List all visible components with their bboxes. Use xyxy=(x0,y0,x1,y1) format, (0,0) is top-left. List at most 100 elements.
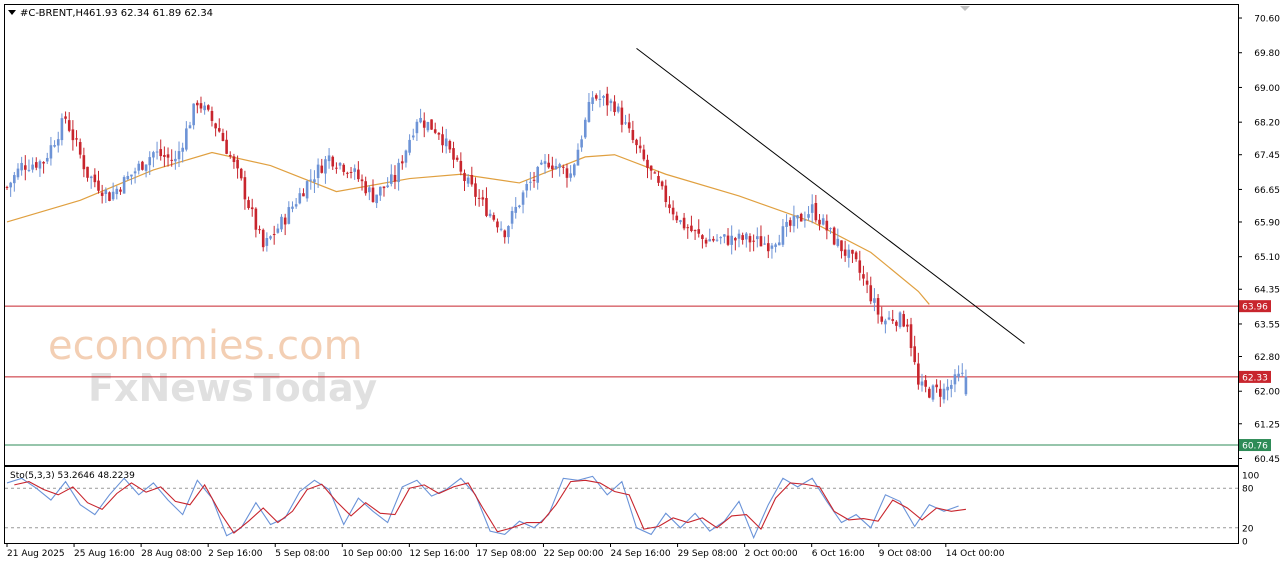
price-tick-label: 60.45 xyxy=(1254,455,1280,465)
candle-body xyxy=(360,179,364,182)
candle-body xyxy=(415,121,419,134)
candle-body xyxy=(554,166,558,169)
candle-body xyxy=(653,172,657,174)
candle-body xyxy=(474,183,477,197)
candle-body xyxy=(126,175,130,180)
candle-body xyxy=(810,204,814,213)
candle-body xyxy=(313,179,316,183)
candle-body xyxy=(327,155,331,162)
time-tick-label: 2 Sep 16:00 xyxy=(208,549,263,559)
candle-body xyxy=(364,181,367,194)
candle-body xyxy=(371,187,375,202)
candle-body xyxy=(558,164,561,168)
candle-body xyxy=(31,164,34,170)
candle-body xyxy=(536,166,539,183)
candle-body xyxy=(763,243,766,245)
candle-body xyxy=(214,123,217,129)
candle-body xyxy=(228,155,232,157)
candle-body xyxy=(704,239,708,244)
candle-body xyxy=(858,260,862,273)
candle-body xyxy=(840,240,843,252)
candle-body xyxy=(708,239,712,242)
stochastic-title: Sto(5,3,3) 53.2646 48.2239 xyxy=(10,471,135,481)
candle-body xyxy=(507,226,510,238)
candle-body xyxy=(821,218,825,225)
price-panel-frame xyxy=(4,4,1239,466)
candle-body xyxy=(642,149,646,160)
time-tick-label: 21 Aug 2025 xyxy=(7,549,65,559)
candle-body xyxy=(939,388,942,397)
candle-body xyxy=(419,117,422,123)
candle-body xyxy=(239,168,243,179)
candle-body xyxy=(261,229,265,248)
candle-body xyxy=(847,249,851,258)
candle-body xyxy=(338,162,342,166)
candle-body xyxy=(199,103,203,109)
candle-body xyxy=(16,168,20,178)
candle-body xyxy=(441,134,444,146)
time-tick-label: 25 Aug 16:00 xyxy=(74,549,135,559)
stochastic-main-line xyxy=(6,475,959,540)
candle-body xyxy=(492,215,496,220)
price-tick-label: 62.00 xyxy=(1254,388,1280,398)
candle-body xyxy=(67,120,71,131)
level-price-tag xyxy=(1239,300,1271,313)
candle-body xyxy=(591,97,594,104)
candle-body xyxy=(335,167,338,169)
candle-body xyxy=(547,162,550,168)
candle-body xyxy=(605,93,609,106)
candle-body xyxy=(635,139,638,146)
candle-body xyxy=(324,159,327,174)
candle-body xyxy=(272,234,276,236)
candle-body xyxy=(71,129,75,141)
candle-body xyxy=(609,100,613,104)
candle-body xyxy=(957,373,960,377)
candle-body xyxy=(203,105,206,111)
candle-body xyxy=(909,324,913,349)
candle-body xyxy=(569,173,572,178)
candle-body xyxy=(829,228,832,230)
candle-body xyxy=(170,159,173,161)
candle-body xyxy=(210,110,214,121)
candle-body xyxy=(587,101,591,122)
trendline[interactable] xyxy=(636,47,1025,344)
candle-body xyxy=(679,220,682,223)
candle-body xyxy=(935,384,938,388)
candle-body xyxy=(196,102,199,106)
candle-body xyxy=(9,182,12,188)
candle-body xyxy=(788,220,792,226)
candle-body xyxy=(580,139,583,148)
candle-body xyxy=(946,386,949,391)
candle-body xyxy=(682,217,686,229)
ohlc-readout: 61.93 62.34 61.89 62.34 xyxy=(89,8,213,19)
candle-body xyxy=(657,176,660,183)
candle-body xyxy=(82,155,86,170)
candle-body xyxy=(225,139,228,154)
candle-body xyxy=(690,225,693,231)
candle-body xyxy=(53,145,56,147)
candle-body xyxy=(130,174,133,177)
candle-body xyxy=(573,164,576,176)
candle-body xyxy=(49,145,53,159)
price-tick-label: 67.45 xyxy=(1254,151,1280,161)
price-tick-label: 65.90 xyxy=(1254,218,1280,228)
candle-body xyxy=(302,193,305,197)
candle-body xyxy=(551,165,554,170)
candle-body xyxy=(693,230,697,232)
candle-body xyxy=(543,161,547,164)
candle-body xyxy=(624,122,627,124)
candle-body xyxy=(540,162,543,165)
scroll-marker-icon[interactable] xyxy=(960,6,970,11)
candle-body xyxy=(122,177,126,194)
symbol-label: #C-BRENT,H4 xyxy=(20,8,89,19)
candle-body xyxy=(254,208,258,230)
menu-triangle-icon[interactable] xyxy=(8,10,16,15)
candle-body xyxy=(375,194,378,204)
candle-body xyxy=(349,171,353,173)
price-tick-label: 70.60 xyxy=(1254,15,1280,25)
candle-body xyxy=(408,139,411,153)
candle-body xyxy=(594,95,598,99)
candle-body xyxy=(177,151,181,160)
candle-body xyxy=(64,116,67,119)
candle-body xyxy=(620,107,624,125)
